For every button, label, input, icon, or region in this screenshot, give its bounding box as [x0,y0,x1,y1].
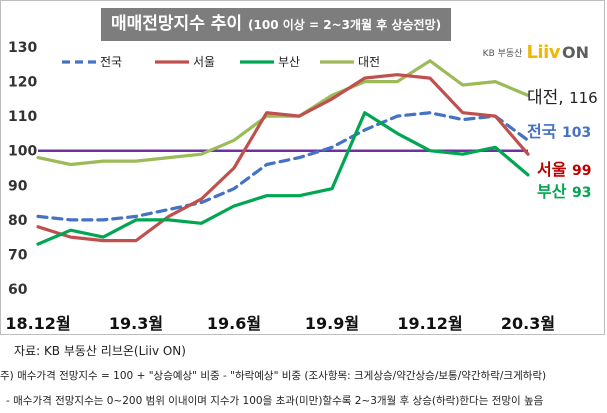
legend: 전국 서울 부산 대전 [62,55,380,69]
y-axis-ticks: 60 70 80 90 100 110 120 130 [8,40,37,298]
series-lines [36,59,530,246]
chart-title: 매매전망지수 추이 [111,14,243,34]
x-tick-label: 19.12월 [397,314,462,333]
series-line-busan [36,111,530,246]
y-tick-label: 110 [8,109,37,125]
kb-liiv-on-logo: KB 부동산 Liiv ON [483,42,589,63]
x-tick-label: 20.3월 [501,314,555,333]
legend-label-busan: 부산 [278,55,300,69]
y-tick-label: 120 [8,75,37,91]
y-tick-label: 70 [8,247,28,263]
y-tick-label: 90 [8,178,28,194]
logo-kb-text: KB 부동산 [482,49,523,59]
end-label-busan: 부산 93 [537,182,592,201]
end-label-daejeon: 대전, 116 [527,88,598,108]
chart-subtitle: (100 이상 = 2~3개월 후 상승전망) [248,18,442,32]
legend-label-daejeon: 대전 [358,55,380,69]
logo-brand-text: Liiv [526,42,560,63]
chart-title-box: 매매전망지수 추이 (100 이상 = 2~3개월 후 상승전망) [101,8,452,41]
end-label-national: 전국 103 [527,122,591,141]
end-labels: 대전, 116 전국 103 서울 99 부산 93 [527,88,598,201]
footnote-formula: 주) 매수가격 전망지수 = 100 + "상승예상" 비중 - "하락예상" … [0,370,547,382]
footnote-range: - 매수가격 전망지수는 0~200 범위 이내이며 지수가 100을 초과(미… [6,395,544,407]
source-note: 자료: KB 부동산 리브온(Liiv ON) [14,344,186,358]
y-tick-label: 130 [8,40,37,56]
x-tick-label: 19.9월 [305,314,359,333]
series-line-daejeon [36,59,530,167]
y-tick-label: 60 [8,282,28,298]
legend-label-seoul: 서울 [193,55,215,69]
x-axis-ticks: 18.12월 19.3월 19.6월 19.9월 19.12월 20.3월 [5,314,555,333]
series-line-national [36,111,530,222]
logo-on-text: ON [562,43,589,62]
series-line-seoul [36,73,530,243]
end-label-seoul: 서울 99 [537,160,592,179]
legend-label-national: 전국 [100,55,122,69]
x-tick-label: 19.3월 [109,314,163,333]
line-chart: 60 70 80 90 100 110 120 130 18.12월 19.3월 19.6월 19.… [5,40,598,333]
chart-frame [0,0,605,335]
x-tick-label: 18.12월 [5,314,70,333]
x-tick-label: 19.6월 [207,314,261,333]
y-tick-label: 80 [8,213,28,229]
y-tick-label: 100 [8,144,37,160]
